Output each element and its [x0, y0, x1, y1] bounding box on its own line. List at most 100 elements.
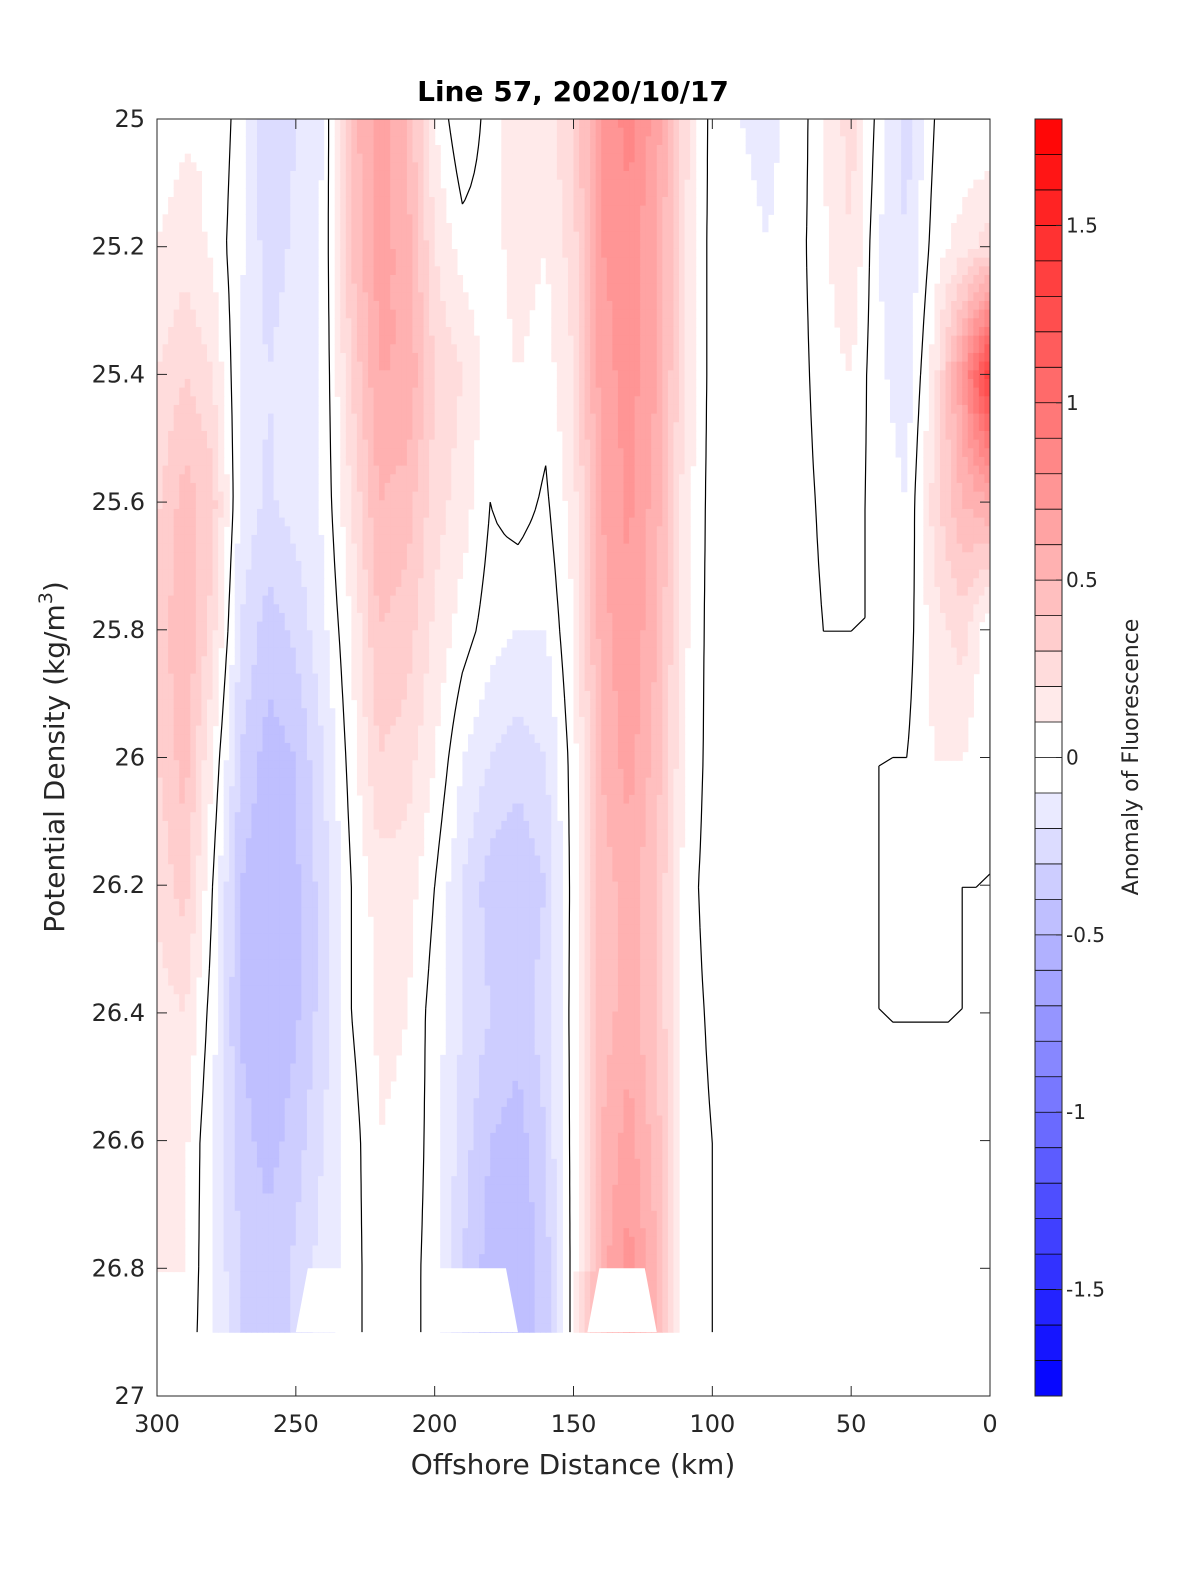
heatmap-cell: [379, 725, 386, 735]
heatmap-cell: [373, 136, 380, 146]
heatmap-cell: [195, 543, 203, 553]
heatmap-cell: [168, 1072, 175, 1082]
heatmap-cell: [362, 456, 369, 467]
heatmap-cell: [279, 829, 286, 839]
heatmap-cell: [323, 907, 330, 917]
heatmap-cell: [201, 673, 208, 683]
heatmap-cell: [312, 1236, 319, 1247]
heatmap-cell: [173, 820, 180, 831]
heatmap-cell: [251, 621, 258, 631]
heatmap-cell: [395, 968, 402, 978]
heatmap-cell: [395, 760, 402, 770]
heatmap-cell: [179, 170, 186, 181]
heatmap-cell: [362, 222, 369, 233]
heatmap-cell: [290, 638, 297, 649]
heatmap-cell: [390, 179, 397, 189]
heatmap-cell: [384, 526, 391, 536]
heatmap-cell: [256, 812, 264, 822]
heatmap-cell: [168, 1080, 175, 1091]
heatmap-cell: [190, 942, 197, 952]
heatmap-cell: [329, 742, 336, 753]
heatmap-cell: [251, 127, 258, 137]
heatmap-cell: [251, 257, 258, 267]
heatmap-cell: [262, 543, 269, 553]
heatmap-cell: [218, 1236, 225, 1247]
heatmap-cell: [245, 162, 252, 172]
heatmap-cell: [251, 1193, 258, 1203]
heatmap-cell: [373, 838, 380, 848]
heatmap-cell: [334, 898, 341, 909]
heatmap-cell: [273, 959, 280, 969]
heatmap-cell: [384, 404, 391, 415]
heatmap-cell: [323, 846, 330, 857]
heatmap-cell: [268, 968, 275, 978]
heatmap-cell: [351, 465, 358, 475]
heatmap-cell: [318, 777, 325, 787]
heatmap-cell: [379, 274, 386, 285]
heatmap-cell: [268, 1254, 275, 1264]
heatmap-cell: [256, 560, 264, 571]
heatmap-cell: [157, 1254, 164, 1264]
heatmap-cell: [273, 300, 280, 311]
heatmap-cell: [234, 1037, 241, 1047]
heatmap-cell: [351, 673, 358, 683]
heatmap-cell: [334, 1037, 341, 1047]
heatmap-cell: [412, 162, 419, 172]
heatmap-cell: [412, 326, 419, 337]
heatmap-cell: [157, 864, 164, 874]
heatmap-cell: [295, 838, 302, 848]
heatmap-cell: [179, 768, 186, 779]
heatmap-cell: [390, 682, 397, 692]
heatmap-cell: [373, 257, 380, 267]
heatmap-cell: [295, 985, 302, 995]
heatmap-cell: [168, 1028, 175, 1039]
heatmap-cell: [206, 326, 214, 337]
heatmap-cell: [356, 378, 364, 389]
heatmap-cell: [229, 803, 236, 813]
heatmap-cell: [351, 508, 358, 519]
heatmap-cell: [173, 829, 180, 839]
heatmap-cell: [295, 933, 302, 943]
heatmap-cell: [190, 777, 197, 787]
heatmap-cell: [401, 630, 408, 640]
heatmap-cell: [173, 656, 180, 666]
heatmap-cell: [223, 1176, 230, 1186]
heatmap-cell: [184, 326, 191, 337]
heatmap-cell: [173, 1124, 180, 1134]
heatmap-cell: [329, 760, 336, 770]
heatmap-cell: [390, 127, 397, 137]
heatmap-cell: [168, 612, 175, 623]
heatmap-cell: [301, 985, 308, 995]
heatmap-cell: [356, 552, 364, 562]
heatmap-cell: [273, 673, 280, 683]
heatmap-cell: [323, 890, 330, 900]
heatmap-cell: [251, 682, 258, 692]
heatmap-cell: [406, 604, 414, 614]
heatmap-cell: [234, 1132, 241, 1143]
heatmap-cell: [168, 396, 175, 406]
heatmap-cell: [406, 422, 414, 432]
heatmap-cell: [273, 621, 280, 631]
heatmap-cell: [184, 1020, 191, 1030]
heatmap-cell: [312, 664, 319, 675]
heatmap-cell: [356, 751, 364, 761]
heatmap-cell: [362, 846, 369, 857]
heatmap-cell: [168, 664, 175, 675]
heatmap-cell: [318, 638, 325, 649]
heatmap-cell: [229, 794, 236, 805]
heatmap-cell: [301, 1063, 308, 1073]
heatmap-cell: [284, 318, 291, 328]
heatmap-cell: [373, 751, 380, 761]
heatmap-cell: [262, 222, 269, 233]
heatmap-cell: [395, 742, 402, 753]
heatmap-cell: [290, 214, 297, 224]
heatmap-cell: [312, 560, 319, 571]
heatmap-cell: [273, 1167, 280, 1177]
heatmap-cell: [306, 396, 314, 406]
heatmap-cell: [345, 361, 352, 371]
heatmap-cell: [329, 898, 336, 909]
heatmap-cell: [406, 881, 414, 891]
heatmap-cell: [168, 803, 175, 813]
heatmap-cell: [362, 300, 369, 311]
heatmap-cell: [268, 508, 275, 519]
